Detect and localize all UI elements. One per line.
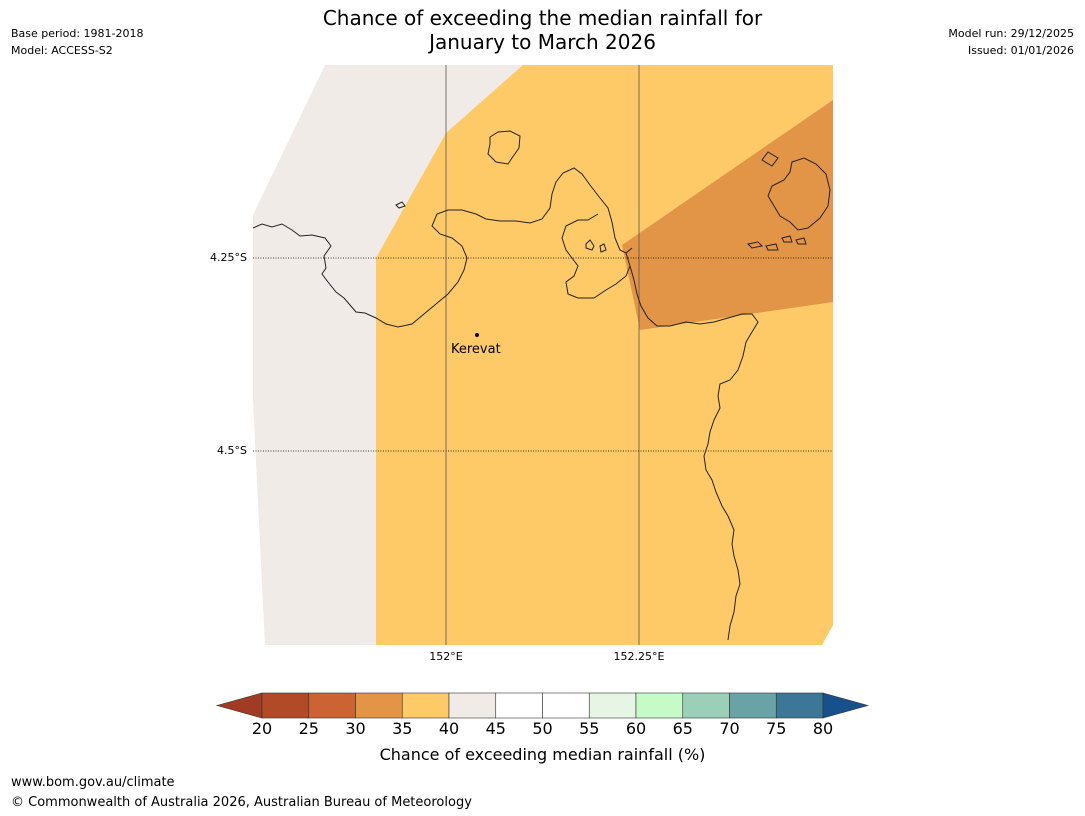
colorbar-segment (729, 692, 777, 719)
colorbar-segment (542, 692, 590, 719)
footer-copyright: © Commonwealth of Australia 2026, Austra… (11, 795, 472, 810)
colorbar-tick-label: 60 (625, 719, 647, 738)
lat-label-4-25S: 4.25°S (210, 251, 247, 264)
colorbar-segment (355, 692, 403, 719)
model-text: Model: ACCESS-S2 (11, 44, 113, 57)
colorbar-segment (588, 692, 637, 719)
colorbar-tick-label: 70 (719, 719, 740, 738)
colorbar-tick-label: 55 (579, 719, 600, 738)
colorbar-label: Chance of exceeding median rainfall (%) (379, 745, 706, 764)
colorbar-segment (261, 692, 310, 719)
colorbar-segment (682, 692, 730, 719)
coastline (252, 130, 831, 641)
colorbar-segment (448, 692, 497, 719)
lat-label-4-5S: 4.5°S (217, 444, 247, 457)
colorbar-tick-label: 20 (251, 719, 273, 738)
title-line-2: January to March 2026 (429, 30, 656, 54)
colorbar-tick-label: 65 (672, 719, 693, 738)
lon-label-152E: 152°E (429, 650, 463, 663)
kerevat-marker (475, 333, 479, 337)
place-label-kerevat: Kerevat (451, 342, 501, 357)
colorbar-tick-label: 50 (532, 719, 553, 738)
colorbar-tick-label: 30 (345, 719, 366, 738)
footer-url: www.bom.gov.au/climate (11, 775, 175, 790)
colorbar-tick-label: 35 (392, 719, 413, 738)
colorbar-tick-label: 45 (485, 719, 506, 738)
region-30-35 (622, 100, 833, 330)
colorbar-tick-label: 25 (298, 719, 319, 738)
base-period-text: Base period: 1981-2018 (11, 27, 144, 40)
meta-left: Base period: 1981-2018 Model: ACCESS-S2 (11, 25, 143, 59)
colorbar-segment (775, 692, 824, 719)
colorbar-tick-label: 75 (766, 719, 787, 738)
colorbar-segment (635, 692, 684, 719)
colorbar-segment (308, 692, 356, 719)
title-line-1: Chance of exceeding the median rainfall … (322, 6, 763, 30)
colorbar-segment (401, 692, 450, 719)
colorbar-segment (495, 692, 543, 719)
colorbar-tick-label: 80 (812, 719, 834, 738)
chart-title: Chance of exceeding the median rainfall … (0, 6, 1085, 54)
lon-label-152-25E: 152.25°E (613, 650, 665, 663)
issued-text: Issued: 01/01/2026 (967, 44, 1074, 57)
colorbar-arrow-low (215, 692, 263, 719)
colorbar (215, 692, 870, 719)
meta-right: Model run: 29/12/2025 Issued: 01/01/2026 (948, 25, 1074, 59)
model-run-text: Model run: 29/12/2025 (948, 27, 1074, 40)
colorbar-tick-label: 40 (438, 719, 460, 738)
colorbar-arrow-high (822, 692, 870, 719)
